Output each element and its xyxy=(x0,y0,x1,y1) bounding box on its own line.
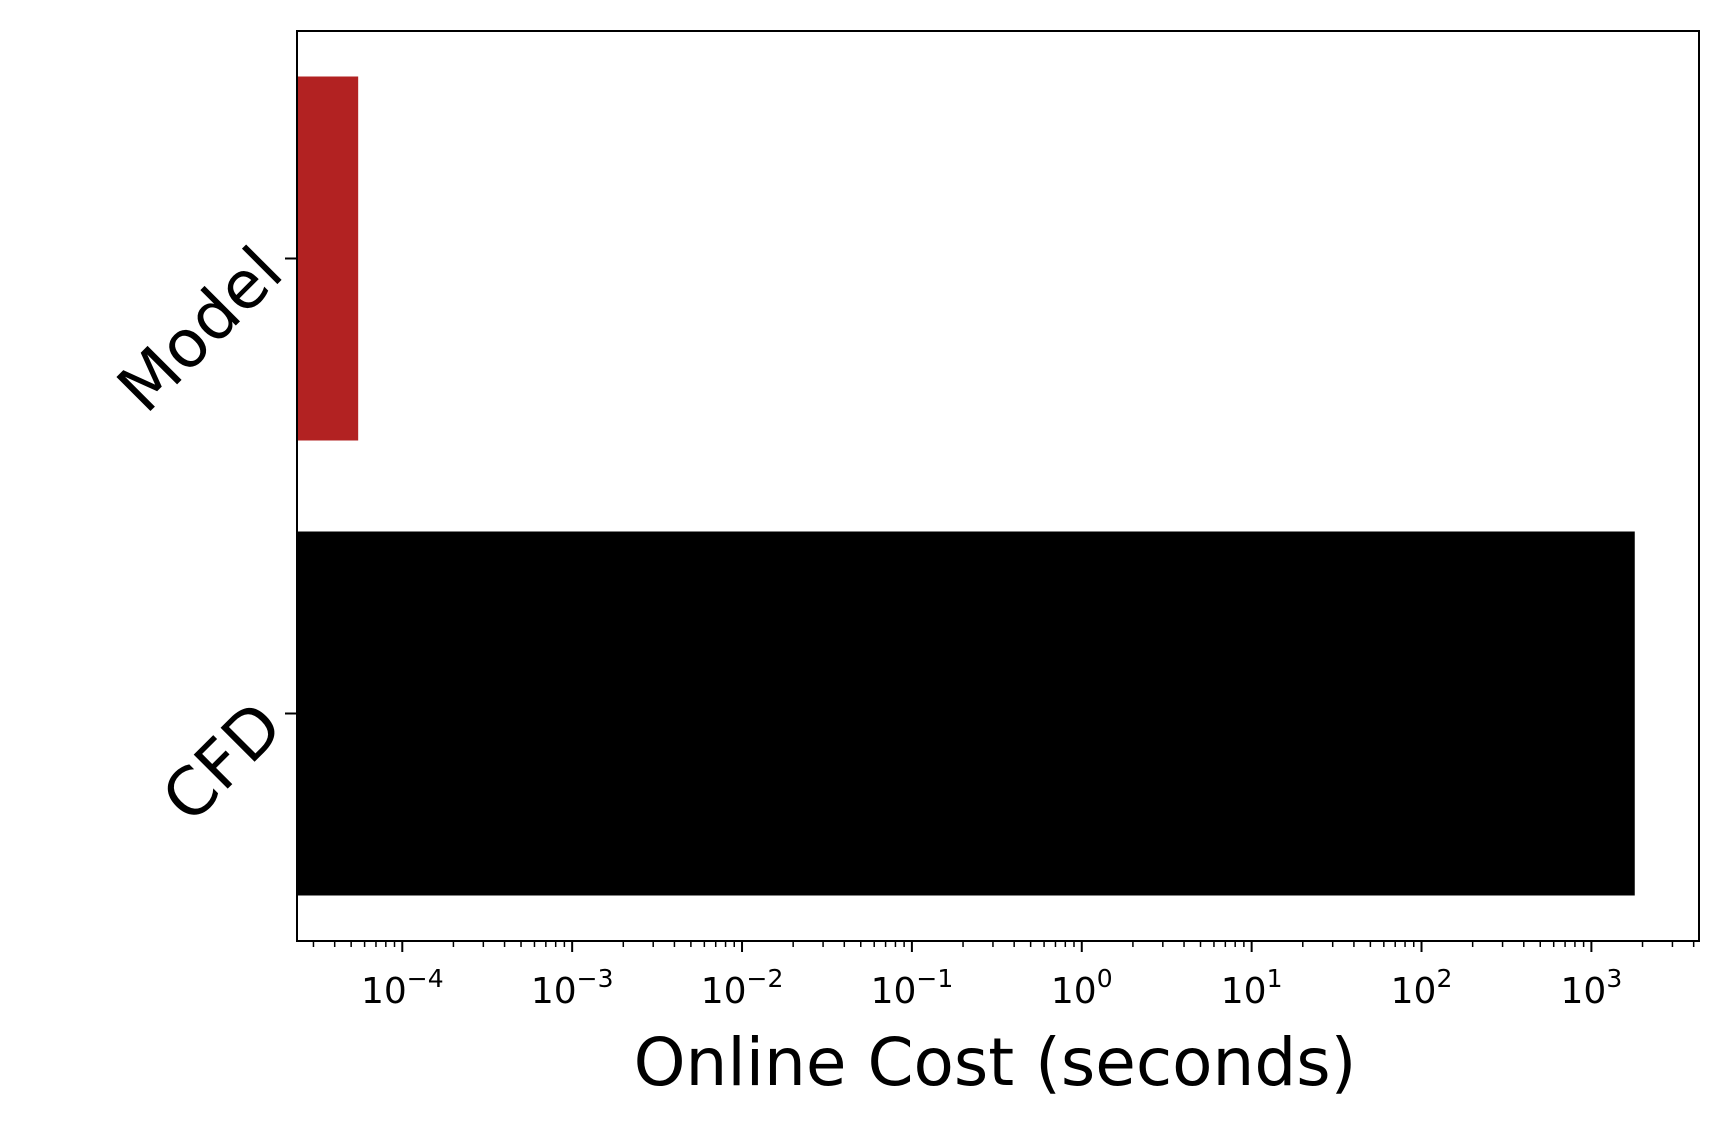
y-tick-label-cfd: CFD xyxy=(147,687,297,837)
x-tick-labels: 10−4 10−3 10−2 10−1 100 101 102 103 xyxy=(361,964,1622,1012)
x-tick-label-exponent: 0 xyxy=(1097,964,1113,993)
x-tick-label-base: 10 xyxy=(1221,971,1267,1012)
x-tick-label-exponent: −3 xyxy=(577,964,614,993)
x-tick-label-exponent: −4 xyxy=(407,964,444,993)
x-tick-label-base: 10 xyxy=(1391,971,1437,1012)
plot-frame xyxy=(296,30,1700,942)
x-tick-label-exponent: 3 xyxy=(1606,964,1622,993)
x-tick-label: 10−2 xyxy=(701,964,784,1012)
x-tick-label-base: 10 xyxy=(871,971,917,1012)
y-tick-labels: Model CFD xyxy=(103,232,298,837)
x-tick-label: 10−4 xyxy=(361,964,444,1012)
x-tick-label-base: 10 xyxy=(701,971,747,1012)
x-tick-label-exponent: 2 xyxy=(1436,964,1452,993)
x-tick-label-base: 10 xyxy=(1051,971,1097,1012)
x-tick-label-exponent: −2 xyxy=(747,964,784,993)
bar-model xyxy=(297,76,359,441)
x-tick-label-exponent: 1 xyxy=(1267,964,1283,993)
x-major-ticks xyxy=(401,941,1593,952)
x-tick-label: 101 xyxy=(1221,964,1283,1012)
y-tick-label-model: Model xyxy=(103,232,298,427)
x-axis-label: Online Cost (seconds) xyxy=(634,1024,1357,1101)
x-tick-label-base: 10 xyxy=(361,971,407,1012)
x-tick-label: 10−3 xyxy=(531,964,614,1012)
x-tick-label: 103 xyxy=(1561,964,1623,1012)
x-tick-label: 102 xyxy=(1391,964,1453,1012)
x-tick-label-base: 10 xyxy=(1561,971,1607,1012)
x-tick-label: 100 xyxy=(1051,964,1113,1012)
x-tick-label-base: 10 xyxy=(531,971,577,1012)
bars-layer xyxy=(297,76,1635,896)
bar-cfd xyxy=(297,531,1635,896)
x-tick-label: 10−1 xyxy=(871,964,954,1012)
x-tick-label-exponent: −1 xyxy=(916,964,953,993)
y-ticks xyxy=(285,257,297,715)
